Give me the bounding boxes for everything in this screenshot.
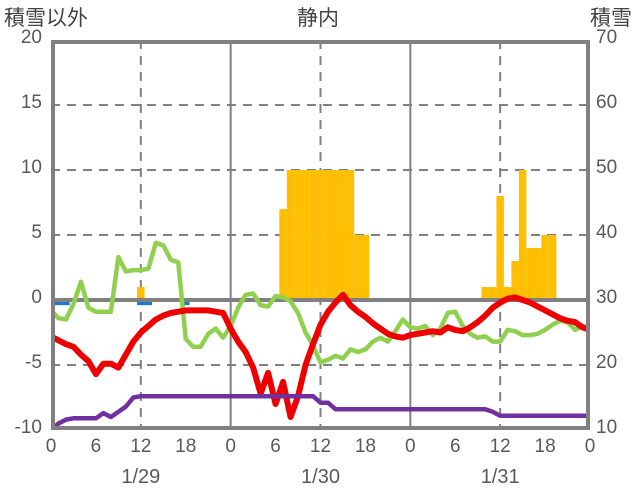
snow-depth-bar <box>316 170 325 300</box>
snow-depth-bar <box>331 170 340 300</box>
right-axis-tick-label: 30 <box>596 287 618 308</box>
x-axis-day-label: 1/30 <box>301 466 340 488</box>
snow-depth-bar <box>294 170 302 300</box>
x-axis-tick-label: 18 <box>534 436 556 457</box>
left-axis-title: 積雪以外 <box>4 7 88 30</box>
snow-depth-bar <box>548 235 557 300</box>
x-axis-tick-label: 0 <box>405 436 416 457</box>
left-axis-tick-label: -10 <box>14 417 42 438</box>
x-axis-tick-label: 12 <box>309 436 332 457</box>
precipitation-bar <box>137 300 145 306</box>
x-axis-tick-label: 6 <box>449 436 461 457</box>
x-axis-day-label: 1/31 <box>480 466 520 488</box>
snow-depth-bar <box>496 196 504 300</box>
x-axis-tick-label: 0 <box>584 436 596 457</box>
line-series-wind-green <box>51 240 590 365</box>
right-axis-tick-label: 50 <box>596 157 618 178</box>
right-axis-title: 積雪 <box>590 7 632 30</box>
snow-depth-bar <box>324 170 332 300</box>
snow-depth-bar <box>309 170 317 300</box>
bar-series-snow-depth-orange <box>137 170 557 300</box>
snow-depth-bar <box>481 287 489 300</box>
snow-depth-bar <box>279 209 287 300</box>
snow-depth-bar <box>137 287 145 300</box>
right-axis-tick-label: 20 <box>596 352 618 373</box>
line-series-temperature-red <box>51 291 590 420</box>
left-axis-tick-label: -5 <box>25 352 42 373</box>
right-axis-tick-label: 10 <box>596 417 618 438</box>
left-axis-tick-label: 10 <box>20 157 42 178</box>
x-axis-tick-label: 18 <box>354 436 376 457</box>
line-series-pressure-purple <box>51 393 590 430</box>
snow-depth-bar <box>301 170 310 300</box>
snow-depth-bar <box>488 287 497 300</box>
x-axis-tick-label: 18 <box>175 436 197 457</box>
snow-depth-bar <box>518 170 527 300</box>
snow-depth-bar <box>346 170 355 300</box>
x-axis-tick-label: 12 <box>130 436 152 457</box>
right-axis-tick-label: 40 <box>596 222 618 243</box>
snow-depth-bar <box>361 235 370 300</box>
precipitation-bar <box>54 300 63 306</box>
left-axis-tick-label: 20 <box>20 27 42 48</box>
x-axis-tick-label: 6 <box>270 436 281 457</box>
snow-depth-bar <box>533 248 542 300</box>
precipitation-bar <box>62 300 70 306</box>
x-axis-tick-label: 6 <box>90 436 102 457</box>
x-axis-day-label: 1/29 <box>121 466 161 488</box>
precipitation-bar <box>144 300 153 306</box>
snow-depth-bar <box>503 287 512 300</box>
plot-frame <box>51 40 590 430</box>
right-axis-tick-label: 60 <box>596 92 618 113</box>
left-axis-tick-label: 0 <box>31 287 42 308</box>
chart-title: 静内 <box>297 7 339 30</box>
left-axis-tick-label: 5 <box>31 222 42 243</box>
x-axis-tick-label: 0 <box>45 436 57 457</box>
plot-area <box>51 40 590 430</box>
snow-depth-bar <box>541 235 549 300</box>
x-axis-tick-label: 0 <box>225 436 236 457</box>
precipitation-bar <box>182 300 190 306</box>
snow-depth-bar <box>511 261 519 300</box>
snow-depth-bar <box>286 170 295 300</box>
right-axis-tick-label: 70 <box>596 27 618 48</box>
snow-depth-bar <box>339 170 347 300</box>
x-axis-tick-label: 12 <box>489 436 511 457</box>
left-axis-tick-label: 15 <box>20 92 42 113</box>
snow-depth-bar <box>354 235 362 300</box>
snow-depth-bar <box>526 248 534 300</box>
